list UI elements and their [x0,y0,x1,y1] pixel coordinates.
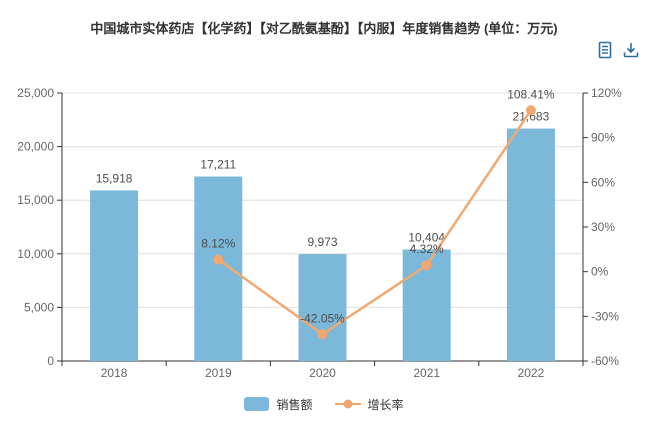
save-as-image-icon[interactable] [622,41,640,59]
bar-value-label-2021: 10,404 [408,230,445,244]
growth-point-2022[interactable] [525,105,536,116]
gridlines [62,92,583,308]
legend-item-growth[interactable]: 增长率 [334,396,404,413]
y-left-tick-label: 0 [47,354,54,368]
y-right-tick-label: 30% [591,220,615,234]
bar-2022[interactable] [506,128,555,361]
line-series [213,105,536,340]
chart-title: 中国城市实体药店【化学药】【对乙酰氨基酚】【内服】年度销售趋势 (单位：万元) [90,21,558,36]
legend-label-growth: 增长率 [367,397,404,412]
y-right-tick-label: 120% [591,86,622,100]
bar-2020[interactable] [298,254,347,361]
growth-point-2021[interactable] [421,260,432,271]
x-axis-label-2020: 2020 [309,366,336,380]
growth-value-label-2021: 4.32% [410,242,444,256]
x-axis-label-2022: 2022 [518,366,545,380]
growth-line [217,109,532,336]
y-left-tick-label: 25,000 [17,86,54,100]
line-dot-icon [334,399,361,409]
y-right-tick-label: -30% [591,309,619,323]
bar-value-label-2018: 15,918 [96,171,133,185]
chart-toolbox [596,41,640,59]
bar-value-label-2019: 17,211 [200,157,236,171]
x-axis-label-2021: 2021 [413,366,440,380]
growth-value-label-2022: 108.41% [507,87,555,101]
growth-value-label-2020: -42.05% [300,311,345,325]
bar-2019[interactable] [194,176,243,361]
y-left-tick-label: 10,000 [17,247,54,261]
legend-label-sales: 销售额 [276,397,313,412]
y-right-tick-label: 90% [591,131,615,145]
bar-series [90,128,555,361]
bar-value-label-2020: 9,973 [307,235,337,249]
legend: 销售额 增长率 [0,395,648,413]
growth-point-2019[interactable] [213,254,224,265]
growth-value-label-2019: 8.12% [201,237,235,251]
x-axis-label-2019: 2019 [205,366,232,380]
bar-value-label-2022: 21,683 [513,110,550,124]
y-left-tick-label: 20,000 [17,140,54,154]
y-left-tick-label: 5,000 [24,300,54,314]
growth-point-2020[interactable] [317,329,328,340]
y-right-tick-label: -60% [591,354,619,368]
data-view-icon[interactable] [596,41,614,59]
bar-2018[interactable] [90,190,139,361]
legend-item-sales[interactable]: 销售额 [244,396,313,413]
x-axis-label-2018: 2018 [101,366,128,380]
y-left-tick-label: 15,000 [17,193,54,207]
y-right-tick-label: 0% [591,265,609,279]
bar-swatch-icon [244,397,270,411]
y-right-tick-label: 60% [591,175,615,189]
